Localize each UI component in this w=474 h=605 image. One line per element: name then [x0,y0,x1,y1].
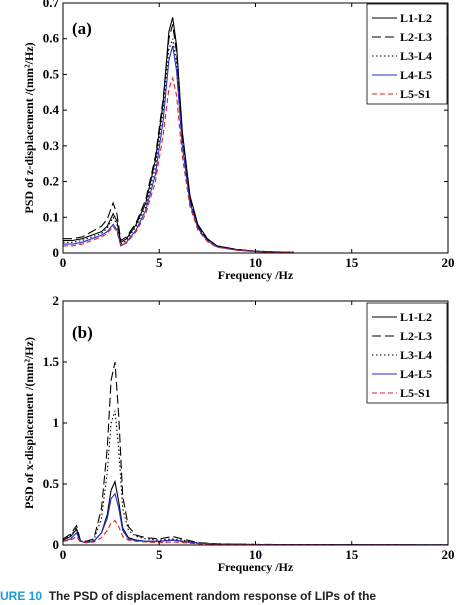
legend-label: L4-L5 [400,68,432,82]
series-line-l1-l2 [63,17,295,253]
series-line-l1-l2 [63,479,448,545]
panel-a-chart: 0 5 10 15 20 0 0.1 0.2 0.3 0.4 0.5 0.6 0.7 Frequency … [22,0,455,282]
figure-caption: URE 10 The PSD of displacement random re… [0,589,474,605]
x-tick-label: 0 [60,547,67,562]
series-line-l5-s1 [63,75,294,253]
y-tick-label: 0.6 [43,31,60,46]
legend-label: L5-S1 [400,386,431,400]
y-tick-label: 0.5 [43,476,60,491]
y-tick-label: 0 [53,537,60,552]
x-tick-label: 10 [249,547,262,562]
legend-label: L1-L2 [400,11,432,25]
x-tick-label: 15 [345,547,359,562]
x-tick-label: 5 [156,547,163,562]
x-tick-label: 10 [249,255,262,270]
legend-label: L3-L4 [400,49,432,63]
y-tick-label: 0.4 [43,102,60,117]
caption-label: URE 10 [0,589,43,603]
x-axis-label: Frequency /Hz [218,560,294,574]
legend-label: L1-L2 [400,310,432,324]
y-tick-label: 0.5 [43,66,60,81]
x-tick-label: 5 [156,255,163,270]
panel-label: (b) [72,323,93,342]
x-tick-label: 0 [60,255,67,270]
legend-label: L2-L3 [400,30,432,44]
series-line-l4-l5 [63,492,448,545]
legend: L1-L2 L2-L3 L3-L4 L4-L5 L5-S1 [366,3,448,105]
legend-label: L3-L4 [400,348,432,362]
series-line-l5-s1 [63,519,448,545]
caption-text: The PSD of displacement random response … [48,589,377,603]
y-tick-label: 0.7 [43,0,60,10]
series-line-l3-l4 [63,410,448,545]
y-tick-label: 1 [53,415,60,430]
y-axis-label: PSD of z-displacement /(mm²/Hz) [22,42,36,213]
legend-label: L5-S1 [400,87,431,101]
panel-b-chart: 0 5 10 15 20 0 0.5 1 1.5 2 Frequency /Hz PSD of x-d… [22,293,455,574]
y-tick-label: 0 [53,245,60,260]
legend-box [366,3,448,105]
x-axis-label: Frequency /Hz [218,268,294,282]
y-tick-label: 2 [53,293,60,308]
x-tick-label: 20 [442,547,455,562]
legend-box [366,302,448,404]
y-tick-label: 0.2 [43,174,59,189]
legend: L1-L2 L2-L3 L3-L4 L4-L5 L5-S1 [366,302,448,404]
y-tick-label: 0.1 [43,209,59,224]
y-axis-label: PSD of x-displacement /(mm²/Hz) [22,337,36,509]
panel-label: (a) [72,19,92,38]
x-tick-label: 15 [345,255,359,270]
y-tick-label: 0.3 [43,138,60,153]
y-tick-label: 1.5 [43,354,60,369]
legend-label: L2-L3 [400,329,432,343]
legend-label: L4-L5 [400,367,432,381]
series-line-l2-l3 [63,24,295,253]
x-tick-label: 20 [442,255,455,270]
